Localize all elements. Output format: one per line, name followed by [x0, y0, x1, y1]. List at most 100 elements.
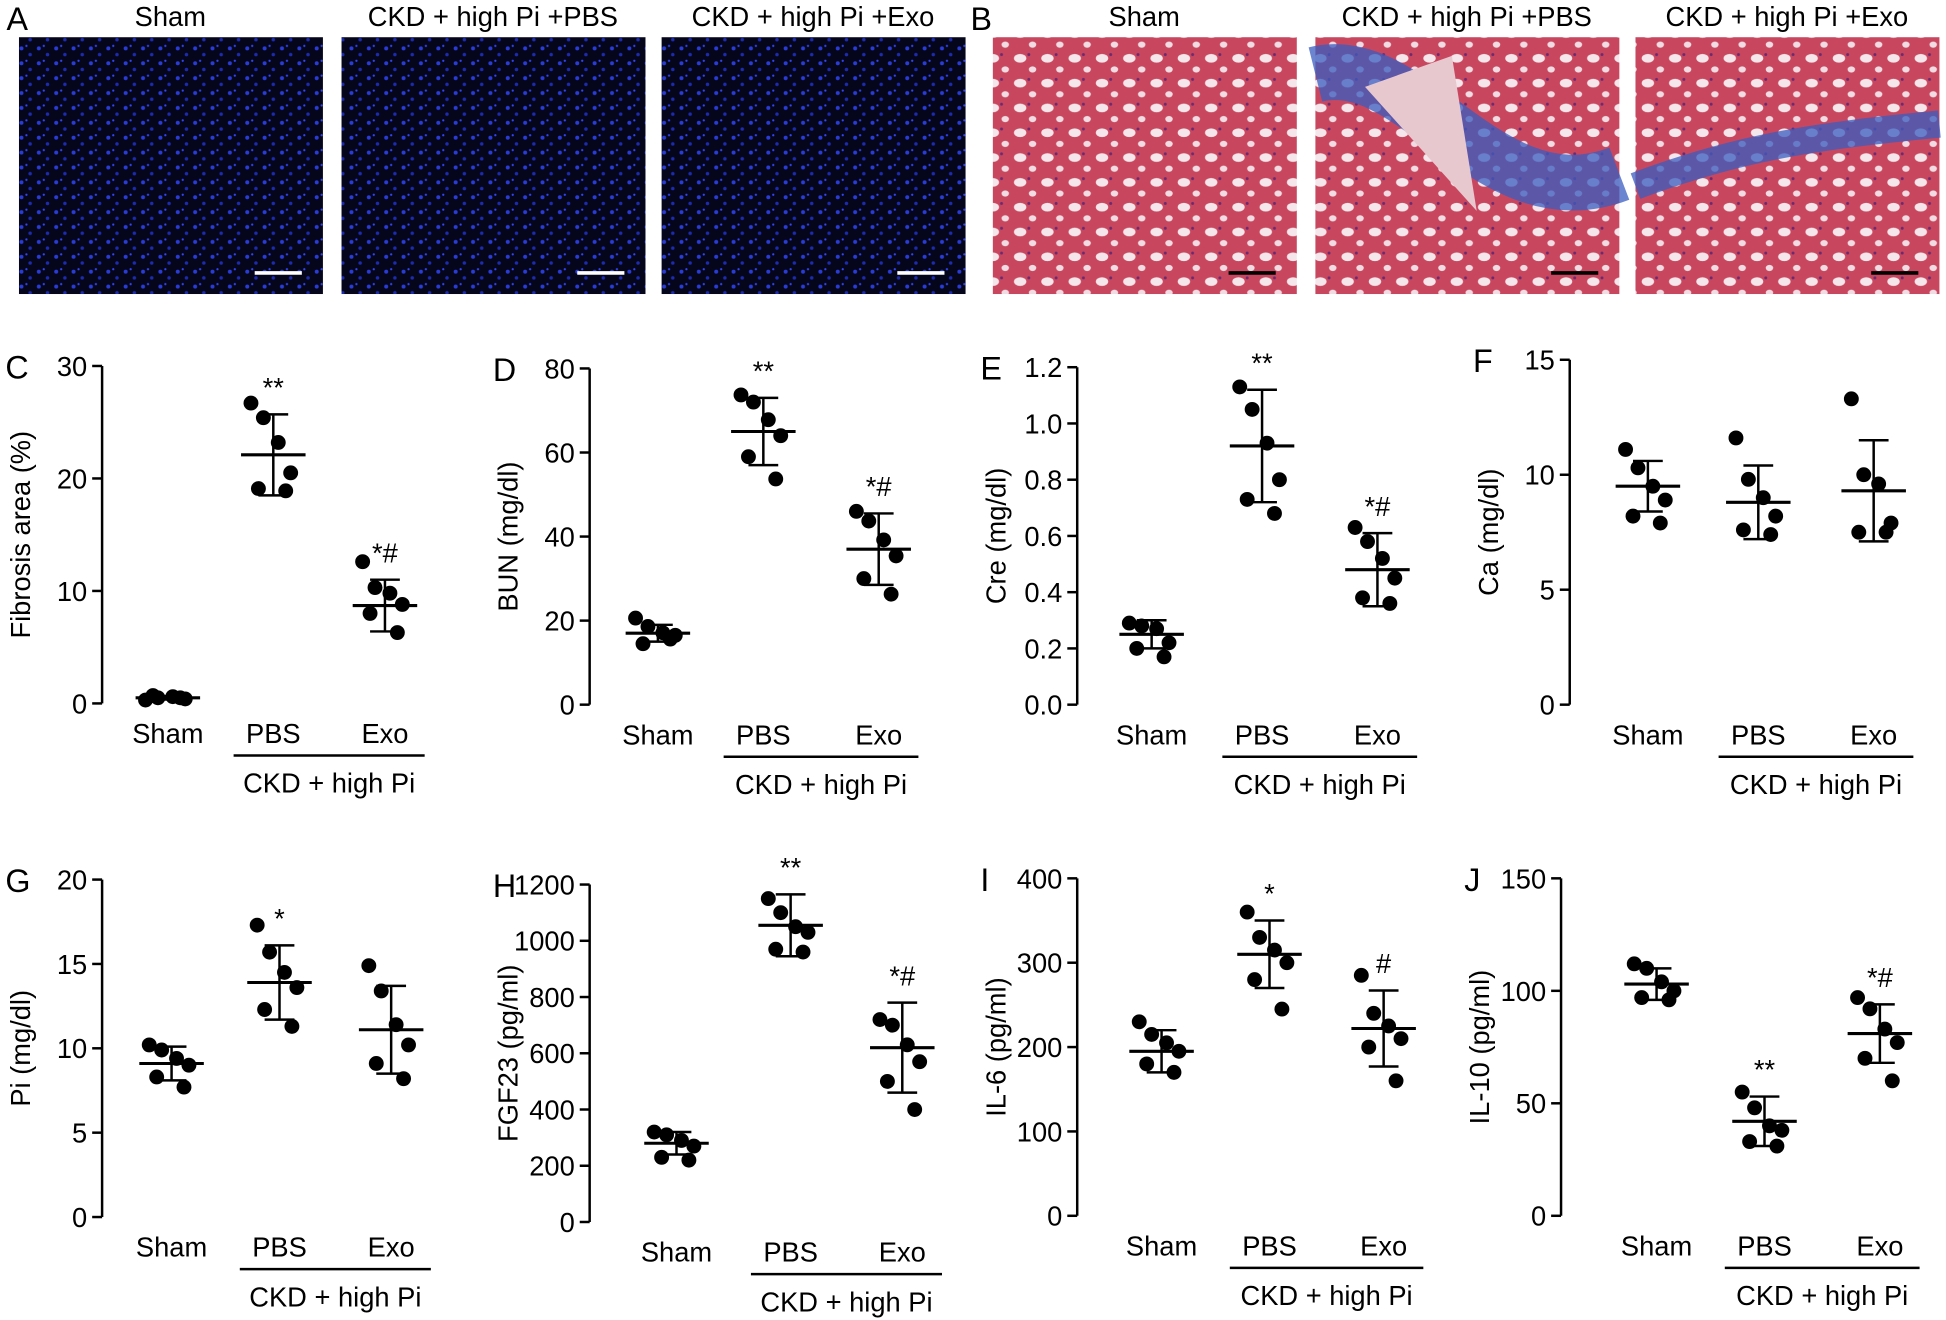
data-point — [1728, 430, 1744, 446]
significance: ** — [1251, 347, 1273, 378]
data-point — [394, 596, 410, 612]
data-point — [249, 917, 265, 933]
y-tick-label: 20 — [544, 606, 574, 637]
data-point — [176, 1079, 192, 1095]
x-tick-label: PBS — [252, 1232, 307, 1263]
y-tick-label: 200 — [529, 1151, 575, 1182]
y-tick-label: 5 — [1540, 575, 1555, 606]
data-point — [741, 449, 756, 465]
y-tick-label: 0 — [72, 688, 87, 719]
image-title: CKD + high Pi +PBS — [368, 1, 618, 32]
data-point — [1889, 1035, 1905, 1051]
x-tick-label: PBS — [1737, 1230, 1792, 1261]
data-point — [1850, 990, 1865, 1006]
data-point — [773, 428, 789, 444]
image-title: Sham — [135, 1, 206, 32]
data-point — [382, 585, 398, 601]
data-point — [1851, 524, 1867, 540]
group-label: CKD + high Pi — [1736, 1280, 1908, 1311]
dot-plot: I IL-6 (pg/ml) 0 100 200 300 400 Sham PBS * Exo # CK… — [980, 862, 1424, 1311]
x-tick-label: Exo — [368, 1232, 415, 1263]
data-point — [1134, 618, 1150, 634]
significance: *# — [889, 960, 916, 991]
panel-letter: G — [5, 863, 30, 899]
group-label: CKD + high Pi — [249, 1281, 421, 1312]
y-axis-label: Ca (mg/dl) — [1473, 469, 1504, 596]
y-tick-label: 1.0 — [1024, 408, 1062, 439]
data-point — [1355, 590, 1370, 606]
data-point — [654, 1149, 670, 1165]
y-tick-label: 400 — [1017, 863, 1063, 894]
data-point — [662, 631, 678, 647]
significance: * — [1264, 878, 1275, 909]
y-tick-label: 0 — [1047, 1201, 1062, 1232]
image-title: CKD + high Pi +Exo — [1666, 1, 1909, 32]
data-point — [856, 571, 872, 587]
y-axis-label: IL-6 (pg/ml) — [980, 977, 1011, 1116]
data-point — [277, 964, 292, 980]
data-point — [362, 605, 378, 621]
data-point — [1763, 527, 1779, 542]
data-point — [1274, 1001, 1290, 1017]
data-point — [1734, 1084, 1750, 1100]
y-tick-label: 1000 — [514, 926, 575, 957]
data-point — [1139, 1056, 1155, 1072]
data-point — [733, 387, 749, 403]
panel-letter: B — [971, 1, 993, 37]
data-point — [1755, 490, 1771, 506]
x-tick-label: Sham — [1621, 1230, 1692, 1261]
data-point — [270, 435, 286, 450]
data-point — [1393, 1031, 1409, 1047]
data-point — [640, 619, 656, 634]
x-tick-label: Exo — [1354, 719, 1401, 750]
data-point — [388, 1017, 404, 1033]
y-tick-label: 100 — [1017, 1116, 1063, 1147]
data-point — [1161, 635, 1177, 651]
y-tick-label: 0.8 — [1024, 465, 1062, 496]
y-tick-label: 1.2 — [1024, 352, 1062, 383]
y-tick-label: 0 — [72, 1202, 87, 1233]
data-point — [1856, 467, 1872, 483]
significance: ** — [753, 356, 775, 387]
image-title: Sham — [1109, 1, 1180, 32]
micrograph — [992, 37, 1297, 295]
dot-plot: F Ca (mg/dl) 0 5 10 15 Sham PBS Exo CKD + high Pi — [1473, 343, 1914, 800]
data-point — [888, 548, 904, 564]
data-point — [1267, 506, 1282, 521]
significance: *# — [866, 471, 893, 502]
data-point — [1388, 1073, 1404, 1089]
data-point — [659, 1127, 675, 1143]
data-point — [1353, 967, 1369, 983]
y-tick-label: 10 — [57, 1033, 87, 1064]
data-point — [250, 481, 266, 497]
x-tick-label: Sham — [622, 719, 693, 750]
significance: * — [274, 903, 285, 934]
y-tick-label: 800 — [529, 982, 575, 1013]
group-label: CKD + high Pi — [1730, 769, 1902, 800]
y-tick-label: 0.0 — [1024, 690, 1062, 721]
data-point — [1361, 1039, 1377, 1055]
micrograph — [18, 37, 323, 295]
data-point — [1166, 1064, 1182, 1080]
group-label: CKD + high Pi — [243, 768, 415, 799]
data-point — [181, 1057, 197, 1073]
panel-letter: E — [980, 351, 1002, 387]
data-point — [907, 1102, 923, 1117]
dot-plot: E Cre (mg/dl) 0.0 0.2 0.4 0.6 0.8 1.0 1.2 Sham PBS… — [980, 347, 1418, 800]
panel-letter: J — [1464, 862, 1480, 898]
y-tick-label: 15 — [1524, 345, 1554, 376]
data-point — [1630, 460, 1646, 476]
data-point — [1382, 595, 1398, 611]
data-point — [674, 1133, 689, 1148]
data-point — [1857, 1050, 1873, 1066]
panel-letter: F — [1473, 343, 1493, 379]
y-tick-label: 5 — [72, 1118, 87, 1149]
data-point — [1247, 972, 1263, 988]
image-panels: A Sham CKD + high Pi +PBS CKD + high Pi +Ex… — [7, 1, 1941, 295]
data-point — [1843, 391, 1859, 407]
y-tick-label: 300 — [1017, 948, 1063, 979]
data-point — [1652, 515, 1668, 531]
y-tick-label: 0.2 — [1024, 633, 1062, 664]
data-point — [795, 944, 811, 960]
